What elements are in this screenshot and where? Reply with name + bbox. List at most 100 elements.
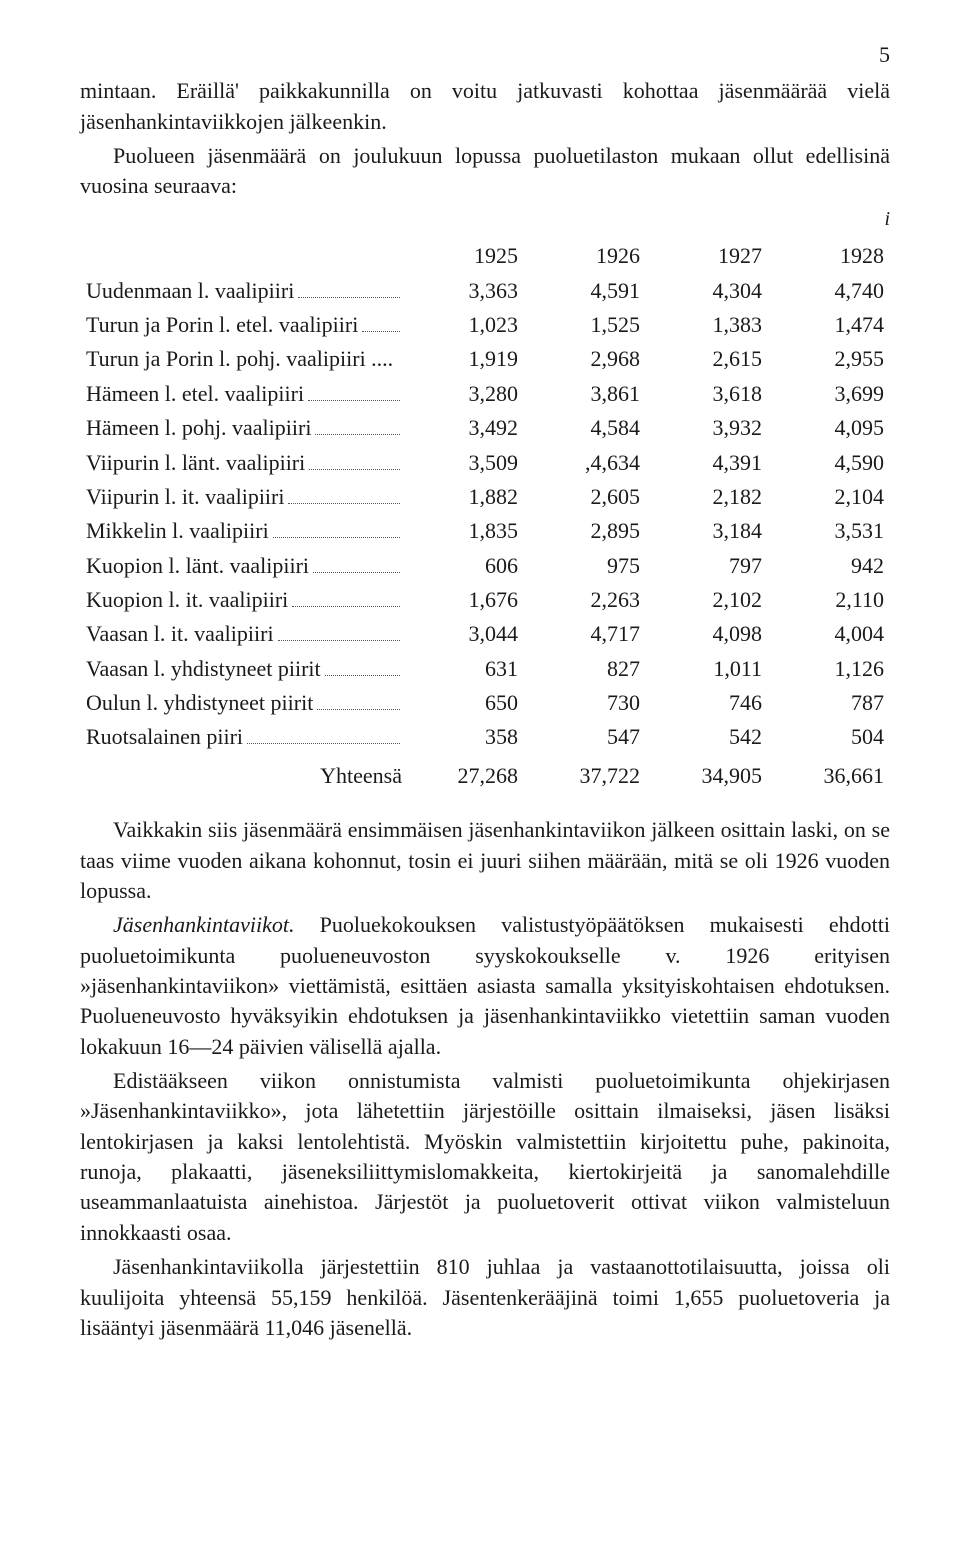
row-label: Turun ja Porin l. etel. vaalipiiri [80, 308, 402, 342]
table-row: Viipurin l. länt. vaalipiiri3,509,4,6344… [80, 446, 890, 480]
row-label: Kuopion l. it. vaalipiiri [80, 583, 402, 617]
cell-value: 2,110 [768, 583, 890, 617]
row-label: Viipurin l. länt. vaalipiiri [80, 446, 402, 480]
row-label: Kuopion l. länt. vaalipiiri [80, 549, 402, 583]
cell-value: 542 [646, 720, 768, 754]
cell-value: 4,591 [524, 274, 646, 308]
col-1925: 1925 [402, 239, 524, 273]
cell-value: 1,023 [402, 308, 524, 342]
paragraph-5: Edistääkseen viikon onnistumista valmist… [80, 1066, 890, 1248]
cell-value: 2,968 [524, 342, 646, 376]
col-1926: 1926 [524, 239, 646, 273]
paragraph-4: Jäsenhankintaviikot. Puoluekokouksen val… [80, 910, 890, 1062]
paragraph-3: Vaikkakin siis jäsenmäärä ensimmäisen jä… [80, 815, 890, 906]
cell-value: 504 [768, 720, 890, 754]
total-value: 27,268 [402, 755, 524, 793]
cell-value: 3,531 [768, 514, 890, 548]
cell-value: 942 [768, 549, 890, 583]
row-label: Vaasan l. it. vaalipiiri [80, 617, 402, 651]
table-row: Uudenmaan l. vaalipiiri3,3634,5914,3044,… [80, 274, 890, 308]
cell-value: 3,363 [402, 274, 524, 308]
row-label: Mikkelin l. vaalipiiri [80, 514, 402, 548]
row-label: Turun ja Porin l. pohj. vaalipiiri .... [80, 342, 402, 376]
total-value: 36,661 [768, 755, 890, 793]
membership-table: 1925 1926 1927 1928 Uudenmaan l. vaalipi… [80, 239, 890, 793]
cell-value: 4,584 [524, 411, 646, 445]
cell-value: 1,835 [402, 514, 524, 548]
cell-value: 4,304 [646, 274, 768, 308]
cell-value: 746 [646, 686, 768, 720]
paragraph-1: mintaan. Eräillä' paikkakunnilla on voit… [80, 76, 890, 137]
table-row: Ruotsalainen piiri358547542504 [80, 720, 890, 754]
cell-value: 730 [524, 686, 646, 720]
table-row: Hämeen l. pohj. vaalipiiri3,4924,5843,93… [80, 411, 890, 445]
row-label: Oulun l. yhdistyneet piirit [80, 686, 402, 720]
cell-value: 4,740 [768, 274, 890, 308]
table-row: Mikkelin l. vaalipiiri1,8352,8953,1843,5… [80, 514, 890, 548]
cell-value: 547 [524, 720, 646, 754]
table-row: Kuopion l. länt. vaalipiiri606975797942 [80, 549, 890, 583]
total-value: 34,905 [646, 755, 768, 793]
cell-value: 358 [402, 720, 524, 754]
cell-value: 4,004 [768, 617, 890, 651]
cell-value: 2,955 [768, 342, 890, 376]
para4-lead: Jäsenhankintaviikot. [113, 912, 294, 937]
cell-value: 797 [646, 549, 768, 583]
table-total-row: Yhteensä27,26837,72234,90536,661 [80, 755, 890, 793]
table-row: Kuopion l. it. vaalipiiri1,6762,2632,102… [80, 583, 890, 617]
cell-value: 3,861 [524, 377, 646, 411]
cell-value: 1,676 [402, 583, 524, 617]
table-row: Vaasan l. yhdistyneet piirit6318271,0111… [80, 652, 890, 686]
cell-value: 975 [524, 549, 646, 583]
cell-value: 827 [524, 652, 646, 686]
cell-value: 4,590 [768, 446, 890, 480]
cell-value: 787 [768, 686, 890, 720]
total-label: Yhteensä [80, 755, 402, 793]
table-row: Turun ja Porin l. pohj. vaalipiiri ....1… [80, 342, 890, 376]
cell-value: 1,525 [524, 308, 646, 342]
col-1927: 1927 [646, 239, 768, 273]
row-label: Viipurin l. it. vaalipiiri [80, 480, 402, 514]
row-label: Uudenmaan l. vaalipiiri [80, 274, 402, 308]
total-value: 37,722 [524, 755, 646, 793]
cell-value: 2,615 [646, 342, 768, 376]
cell-value: 2,104 [768, 480, 890, 514]
document-page: 5 mintaan. Eräillä' paikkakunnilla on vo… [0, 0, 960, 1562]
cell-value: 606 [402, 549, 524, 583]
cell-value: 2,263 [524, 583, 646, 617]
cell-value: 650 [402, 686, 524, 720]
cell-value: 1,474 [768, 308, 890, 342]
table-row: Viipurin l. it. vaalipiiri1,8822,6052,18… [80, 480, 890, 514]
table-header-row: 1925 1926 1927 1928 [80, 239, 890, 273]
table-row: Oulun l. yhdistyneet piirit650730746787 [80, 686, 890, 720]
table-row: Turun ja Porin l. etel. vaalipiiri1,0231… [80, 308, 890, 342]
cell-value: 4,391 [646, 446, 768, 480]
row-label: Vaasan l. yhdistyneet piirit [80, 652, 402, 686]
table-row: Vaasan l. it. vaalipiiri3,0444,7174,0984… [80, 617, 890, 651]
cell-value: 631 [402, 652, 524, 686]
row-label: Hämeen l. etel. vaalipiiri [80, 377, 402, 411]
cell-value: 1,126 [768, 652, 890, 686]
cell-value: 3,699 [768, 377, 890, 411]
cell-value: 2,182 [646, 480, 768, 514]
cell-value: 3,044 [402, 617, 524, 651]
cell-value: 3,492 [402, 411, 524, 445]
cell-value: 2,102 [646, 583, 768, 617]
row-label: Hämeen l. pohj. vaalipiiri [80, 411, 402, 445]
cell-value: 3,509 [402, 446, 524, 480]
cell-value: 3,618 [646, 377, 768, 411]
cell-value: 3,280 [402, 377, 524, 411]
cell-value: 1,383 [646, 308, 768, 342]
cell-value: 3,932 [646, 411, 768, 445]
paragraph-6: Jäsenhankintaviikolla järjestettiin 810 … [80, 1252, 890, 1343]
cell-value: 3,184 [646, 514, 768, 548]
cell-value: 1,882 [402, 480, 524, 514]
cell-value: ,4,634 [524, 446, 646, 480]
col-1928: 1928 [768, 239, 890, 273]
cell-value: 2,895 [524, 514, 646, 548]
cell-value: 2,605 [524, 480, 646, 514]
table-row: Hämeen l. etel. vaalipiiri3,2803,8613,61… [80, 377, 890, 411]
cell-value: 4,717 [524, 617, 646, 651]
cell-value: 4,098 [646, 617, 768, 651]
cell-value: 4,095 [768, 411, 890, 445]
